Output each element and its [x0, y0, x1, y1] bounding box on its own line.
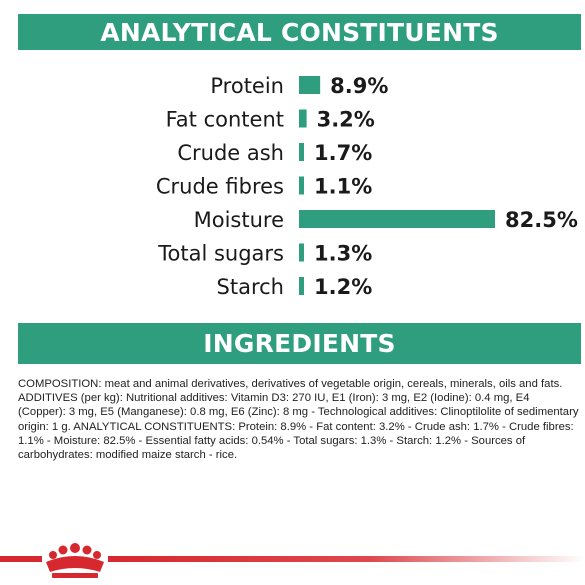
composition-text: COMPOSITION: meat and animal derivatives…: [18, 378, 579, 462]
category-label-crude-ash: Crude ash: [177, 141, 284, 165]
category-label-protein: Protein: [210, 74, 284, 98]
category-label-fat-content: Fat content: [166, 108, 284, 132]
category-label-total-sugars: Total sugars: [157, 242, 284, 266]
analytical-constituents-title: ANALYTICAL CONSTITUENTS: [100, 17, 499, 47]
value-label-protein: 8.9%: [330, 74, 388, 98]
value-label-crude-ash: 1.7%: [314, 141, 372, 165]
footer-line-left: [0, 556, 42, 562]
category-label-crude-fibres: Crude fibres: [156, 175, 284, 199]
bar-protein: [299, 76, 321, 94]
ingredients-header: INGREDIENTS: [18, 323, 581, 364]
bar-total-sugars: [299, 243, 304, 262]
value-label-fat-content: 3.2%: [317, 108, 375, 132]
constituents-bar-chart: Protein 8.9% Fat content 3.2% Crude ash 1.7% C…: [156, 74, 578, 299]
footer-line-right: [108, 556, 585, 562]
crown-icon: [46, 543, 104, 578]
category-label-moisture: Moisture: [194, 208, 284, 232]
bar-starch: [299, 277, 304, 295]
ingredients-title: INGREDIENTS: [203, 329, 396, 358]
brand-footer: [0, 543, 585, 578]
value-label-starch: 1.2%: [314, 275, 372, 299]
bar-crude-fibres: [299, 176, 304, 195]
category-label-starch: Starch: [217, 275, 284, 299]
value-label-total-sugars: 1.3%: [314, 242, 372, 266]
bar-crude-ash: [299, 143, 304, 161]
analytical-constituents-header: ANALYTICAL CONSTITUENTS: [18, 14, 581, 50]
bar-fat-content: [299, 109, 307, 128]
value-label-moisture: 82.5%: [505, 208, 578, 232]
bar-moisture: [299, 210, 495, 228]
value-label-crude-fibres: 1.1%: [314, 175, 372, 199]
